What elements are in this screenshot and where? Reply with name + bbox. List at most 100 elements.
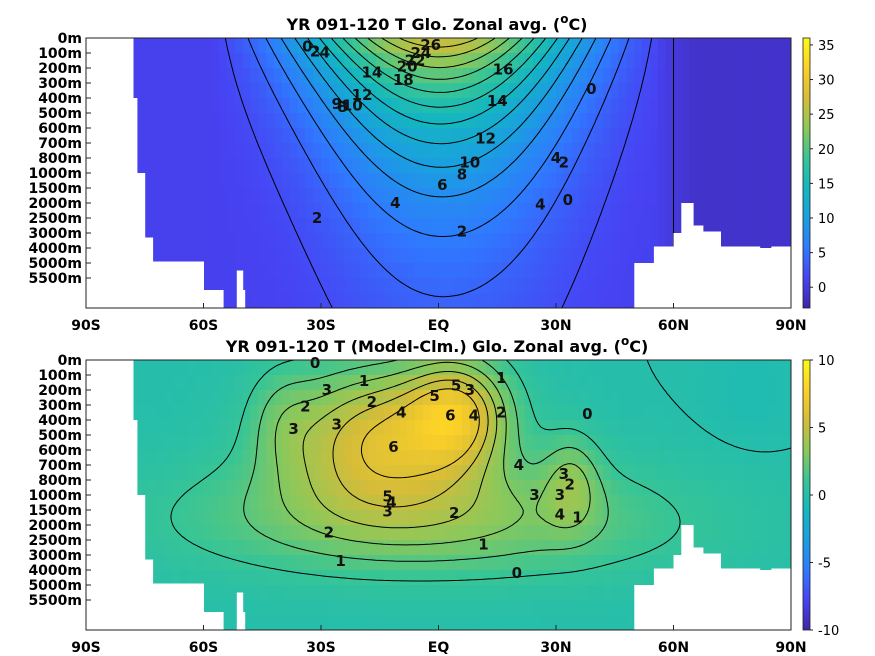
field-cell xyxy=(242,83,252,99)
field-cell xyxy=(344,525,353,541)
field-cell xyxy=(610,450,620,466)
field-cell xyxy=(187,113,197,129)
field-cell xyxy=(501,278,510,294)
field-cell xyxy=(187,53,197,69)
field-cell xyxy=(650,203,659,219)
field-cell xyxy=(579,570,588,586)
field-cell xyxy=(297,293,306,308)
field-cell xyxy=(375,68,385,84)
field-cell xyxy=(657,465,667,481)
field-cell xyxy=(775,405,784,421)
field-cell xyxy=(548,600,557,616)
field-cell xyxy=(422,540,432,556)
field-cell xyxy=(415,615,424,630)
field-cell xyxy=(665,128,675,144)
field-cell xyxy=(211,173,220,189)
field-cell xyxy=(227,143,236,159)
field-cell xyxy=(720,525,729,541)
field-cell xyxy=(775,525,784,541)
field-cell xyxy=(516,540,526,556)
field-cell xyxy=(634,38,643,54)
field-cell xyxy=(454,53,463,69)
field-cell xyxy=(618,158,628,174)
field-cell xyxy=(281,585,291,601)
field-cell xyxy=(532,570,541,586)
field-cell xyxy=(195,525,205,541)
y-tick-label: 4000m xyxy=(28,563,82,579)
field-cell xyxy=(407,495,416,511)
field-cell xyxy=(759,390,769,406)
field-cell xyxy=(783,128,791,144)
field-cell xyxy=(501,158,510,174)
field-cell xyxy=(579,143,588,159)
field-cell xyxy=(532,435,541,451)
field-cell xyxy=(524,540,534,556)
field-cell xyxy=(313,68,322,84)
field-cell xyxy=(501,173,510,189)
lower-chart-title: YR 091-120 T (Model-Clm.) Glo. Zonal avg… xyxy=(225,334,649,356)
field-cell xyxy=(430,233,440,249)
field-cell xyxy=(556,143,565,159)
field-cell xyxy=(438,98,447,114)
field-cell xyxy=(391,218,400,234)
field-cell xyxy=(328,375,338,391)
field-cell xyxy=(164,495,173,511)
field-cell xyxy=(446,615,455,630)
field-cell xyxy=(297,218,306,234)
field-cell xyxy=(422,405,432,421)
field-cell xyxy=(250,68,259,84)
field-cell xyxy=(548,585,557,601)
field-cell xyxy=(673,420,682,436)
field-cell xyxy=(595,390,604,406)
field-cell xyxy=(391,188,400,204)
field-cell xyxy=(697,405,706,421)
field-cell xyxy=(704,420,714,436)
field-cell xyxy=(618,278,628,294)
field-cell xyxy=(281,360,291,376)
field-cell xyxy=(751,173,761,189)
field-cell xyxy=(509,570,518,586)
field-cell xyxy=(469,540,479,556)
field-cell xyxy=(704,435,714,451)
field-cell xyxy=(532,525,541,541)
field-cell xyxy=(368,495,377,511)
field-cell xyxy=(736,173,745,189)
field-cell xyxy=(783,525,791,541)
field-cell xyxy=(352,203,361,219)
field-cell xyxy=(430,158,440,174)
field-cell xyxy=(281,263,291,279)
field-cell xyxy=(430,420,440,436)
field-cell xyxy=(148,420,158,436)
field-cell xyxy=(736,435,745,451)
field-cell xyxy=(665,218,675,234)
field-cell xyxy=(509,68,518,84)
field-cell xyxy=(336,615,346,630)
field-cell xyxy=(133,53,142,69)
field-cell xyxy=(187,495,197,511)
field-cell xyxy=(712,525,722,541)
field-cell xyxy=(516,68,526,84)
field-cell xyxy=(234,360,244,376)
field-cell xyxy=(227,83,236,99)
field-cell xyxy=(469,375,479,391)
field-cell xyxy=(477,203,487,219)
field-cell xyxy=(626,480,635,496)
field-cell xyxy=(657,495,667,511)
field-cell xyxy=(524,218,534,234)
field-cell xyxy=(618,450,628,466)
field-cell xyxy=(156,420,165,436)
field-cell xyxy=(736,83,745,99)
field-cell xyxy=(344,570,353,586)
field-cell xyxy=(775,233,784,249)
field-cell xyxy=(344,465,353,481)
field-cell xyxy=(720,53,729,69)
field-cell xyxy=(556,158,565,174)
field-cell xyxy=(610,233,620,249)
field-cell xyxy=(352,600,361,616)
field-cell xyxy=(368,263,377,279)
field-cell xyxy=(156,233,165,249)
field-cell xyxy=(422,585,432,601)
field-cell xyxy=(571,480,581,496)
field-cell xyxy=(305,233,314,249)
field-cell xyxy=(415,38,424,54)
